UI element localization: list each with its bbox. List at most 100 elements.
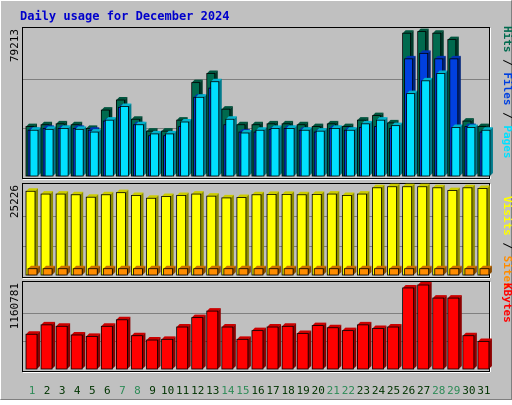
- bar-pages-day-7: [119, 103, 132, 177]
- bar-sites-day-23: [359, 265, 372, 276]
- bar-sites-day-12: [193, 265, 206, 276]
- bar-pages-day-16: [255, 127, 267, 177]
- bar-visits-day-7: [115, 189, 129, 276]
- bar-pages-day-15: [240, 129, 252, 177]
- bar-kbytes-day-21: [326, 324, 342, 370]
- bar-kbytes-day-17: [266, 324, 282, 370]
- bar-visits-day-1: [25, 188, 38, 276]
- panel-visits: 25226 Visits / Sites: [8, 183, 512, 289]
- bar-visits-day-23: [357, 191, 370, 276]
- bar-kbytes-day-23: [357, 321, 372, 370]
- bar-sites-day-22: [343, 265, 357, 276]
- bar-visits-day-5: [85, 194, 99, 276]
- bar-visits-day-26: [402, 183, 415, 276]
- legend-kbytes: KBytes: [501, 283, 512, 323]
- bar-sites-day-3: [57, 265, 71, 276]
- bar-visits-day-30: [462, 184, 475, 276]
- bar-kbytes-day-8: [131, 332, 146, 370]
- bar-kbytes-day-15: [236, 336, 251, 370]
- bar-visits-day-27: [417, 183, 430, 276]
- bar-pages-day-3: [59, 125, 72, 177]
- bar-visits-day-15: [236, 194, 249, 276]
- x-tick-label-day-5: 5: [89, 384, 96, 397]
- panel-usage-ymax-label: 79213: [8, 29, 21, 62]
- panel-visits-ymax-label: 25226: [8, 185, 21, 218]
- bar-kbytes-day-5: [85, 333, 101, 370]
- bar-visits-day-13: [206, 193, 219, 276]
- x-tick-label-day-25: 25: [387, 384, 400, 397]
- bar-kbytes-day-29: [447, 295, 462, 370]
- bar-pages-day-18: [285, 125, 298, 177]
- bar-kbytes-day-4: [70, 331, 86, 370]
- bar-visits-day-28: [432, 184, 445, 276]
- panel-usage: 79213 Hits / Files / Pages: [8, 26, 512, 180]
- bar-sites-day-10: [163, 265, 176, 276]
- bar-pages-day-8: [135, 121, 147, 177]
- panel-kbytes-ymax-label: 1160781: [8, 283, 21, 329]
- x-tick-label-day-19: 19: [297, 384, 310, 397]
- bar-kbytes-day-2: [40, 321, 56, 370]
- bar-visits-day-16: [251, 191, 264, 276]
- bar-kbytes-day-31: [477, 338, 492, 370]
- bar-visits-day-22: [341, 192, 355, 276]
- bar-pages-day-19: [300, 127, 313, 177]
- bar-pages-day-23: [361, 120, 373, 177]
- bar-visits-day-12: [191, 191, 204, 276]
- bar-pages-day-10: [165, 130, 177, 177]
- bar-kbytes-day-6: [100, 323, 116, 370]
- bar-kbytes-day-10: [161, 336, 176, 370]
- bar-visits-day-2: [40, 191, 54, 276]
- bar-sites-day-27: [419, 265, 432, 276]
- bar-visits-day-8: [131, 192, 144, 276]
- bar-kbytes-day-19: [296, 330, 312, 370]
- bar-pages-day-6: [104, 117, 117, 177]
- bar-kbytes-day-24: [372, 325, 387, 370]
- bar-visits-day-9: [146, 195, 159, 276]
- x-tick-label-day-9: 9: [149, 384, 156, 397]
- bar-kbytes-day-12: [191, 314, 206, 370]
- bar-sites-day-24: [374, 265, 387, 276]
- bar-visits-day-17: [266, 191, 280, 276]
- bar-kbytes-day-30: [462, 332, 477, 370]
- bar-kbytes-day-18: [281, 323, 297, 370]
- bar-sites-day-28: [434, 265, 447, 276]
- bar-kbytes-day-14: [221, 324, 236, 370]
- bar-visits-day-11: [176, 192, 189, 276]
- bar-pages-day-27: [421, 77, 433, 177]
- x-tick-label-day-8: 8: [134, 384, 141, 397]
- bar-pages-day-28: [436, 70, 448, 177]
- bar-kbytes-day-1: [25, 331, 40, 370]
- bar-pages-day-25: [391, 122, 403, 177]
- x-tick-label-day-4: 4: [74, 384, 81, 397]
- panel-kbytes: 1160781 KBytes: [8, 281, 512, 373]
- bar-kbytes-day-22: [341, 327, 357, 370]
- bar-sites-day-31: [479, 265, 492, 276]
- bar-sites-day-5: [87, 265, 101, 276]
- x-tick-label-day-2: 2: [44, 384, 51, 397]
- bar-sites-day-26: [404, 265, 417, 276]
- legend-sites: Sites: [501, 256, 512, 289]
- x-tick-label-day-14: 14: [221, 384, 235, 397]
- bar-sites-day-21: [328, 265, 342, 276]
- bar-pages-day-31: [481, 127, 493, 177]
- x-tick-label-day-10: 10: [161, 384, 174, 397]
- x-tick-label-day-21: 21: [327, 384, 340, 397]
- bar-kbytes-day-27: [417, 282, 432, 370]
- x-tick-label-day-6: 6: [104, 384, 111, 397]
- bar-visits-day-21: [326, 191, 340, 276]
- bar-visits-day-18: [281, 191, 295, 276]
- bar-visits-day-10: [161, 193, 174, 276]
- legend-visits: Visits: [501, 196, 512, 236]
- bar-visits-day-31: [477, 185, 490, 276]
- bar-sites-day-13: [208, 265, 221, 276]
- x-tick-label-day-17: 17: [266, 384, 279, 397]
- legend-files: Files: [501, 72, 512, 105]
- bar-pages-day-12: [195, 94, 207, 177]
- bar-kbytes-day-9: [146, 337, 161, 370]
- bar-sites-day-20: [313, 265, 327, 276]
- bar-visits-day-25: [387, 183, 400, 276]
- chart-title: Daily usage for December 2024: [20, 9, 230, 23]
- bar-pages-day-21: [330, 125, 343, 177]
